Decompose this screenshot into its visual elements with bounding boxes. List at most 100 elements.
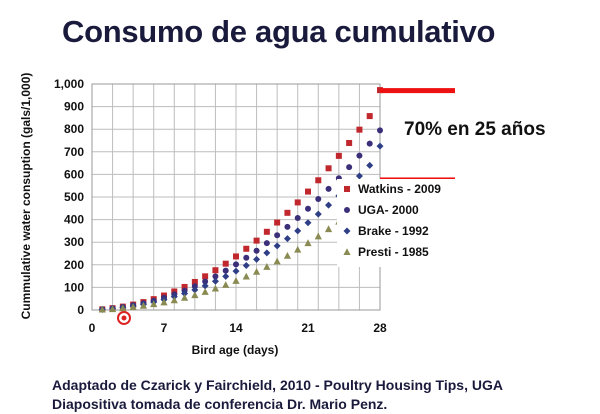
series-3 [98, 179, 384, 313]
data-point [305, 188, 311, 195]
y-tick-label: 900 [64, 100, 84, 114]
callout-text: 70% en 25 años [404, 119, 546, 140]
data-point [211, 277, 219, 285]
data-point [304, 239, 312, 247]
data-point [376, 142, 384, 150]
data-point [273, 242, 281, 250]
legend-marker [344, 207, 350, 213]
data-point [315, 177, 322, 184]
data-point [305, 205, 311, 212]
data-point [325, 185, 332, 192]
data-point [212, 273, 219, 280]
data-point [263, 240, 270, 247]
data-point [263, 249, 271, 257]
data-point [324, 225, 333, 233]
data-point [253, 247, 260, 254]
data-point [263, 263, 271, 270]
y-tick-label: 100 [64, 280, 84, 294]
x-tick-label: 28 [373, 321, 387, 335]
data-point [180, 293, 189, 301]
data-point [191, 283, 198, 290]
data-point [253, 255, 261, 263]
data-point [191, 291, 199, 299]
legend-entry: UGA- 2000 [358, 203, 419, 217]
data-point [294, 215, 301, 222]
data-point [346, 139, 353, 146]
data-point [160, 298, 168, 306]
y-axis-label: Cummulative water consuption (gals/1,000… [19, 73, 33, 320]
y-tick-label: 700 [64, 145, 84, 159]
data-point [314, 232, 322, 240]
x-tick-labels: 0 7 14 21 28 [89, 321, 387, 335]
y-tick-label: 0 [77, 303, 84, 317]
data-point [252, 268, 261, 275]
data-point [191, 278, 198, 285]
y-tick-label: 200 [64, 258, 84, 272]
data-point [366, 161, 374, 169]
x-tick-label: 0 [89, 321, 96, 335]
data-point [242, 272, 250, 280]
data-point [356, 152, 363, 159]
data-point [150, 300, 158, 308]
y-tick-label: 500 [64, 190, 84, 204]
cursor-ring [117, 311, 131, 325]
data-point [284, 209, 291, 216]
data-point [355, 172, 363, 180]
data-point [263, 228, 270, 235]
slide-title: Consumo de agua cumulativo [62, 14, 496, 49]
legend-marker [344, 186, 350, 192]
cursor-dot [121, 315, 127, 321]
data-point [233, 253, 239, 260]
data-point [232, 277, 240, 284]
y-tick-labels: 0 100 200 300 400 500 600 700 800 900 1,000 [54, 77, 84, 317]
data-point [222, 281, 230, 288]
y-tick-label: 300 [64, 235, 84, 249]
data-point [284, 223, 291, 230]
footer-line-1: Adaptado de Czarick y Fairchield, 2010 -… [52, 377, 503, 393]
data-point [335, 152, 342, 159]
data-point [222, 260, 229, 267]
data-point [202, 278, 209, 285]
data-point [294, 227, 302, 235]
y-tick-label: 800 [64, 122, 84, 136]
data-point [315, 196, 322, 203]
data-point [377, 127, 383, 134]
y-tick-label: 400 [64, 213, 84, 227]
data-point [233, 261, 239, 268]
data-point [366, 140, 373, 147]
data-point [242, 261, 250, 269]
data-point [243, 245, 250, 252]
data-point [274, 219, 281, 226]
data-point [222, 272, 230, 280]
data-point [119, 304, 127, 312]
data-point [201, 288, 209, 295]
x-tick-label: 7 [161, 321, 168, 335]
data-point [181, 283, 188, 290]
data-point [283, 251, 292, 259]
data-point [356, 126, 363, 133]
data-point [325, 165, 332, 172]
data-point [232, 267, 240, 275]
data-point [273, 257, 281, 265]
data-point [222, 267, 229, 274]
data-point [314, 210, 322, 218]
data-point [325, 201, 333, 209]
data-point [283, 235, 291, 243]
y-tick-label: 600 [64, 167, 84, 181]
legend-marker [343, 227, 351, 235]
footer-note: Adaptado de Czarick y Fairchield, 2010 -… [52, 376, 503, 414]
highlight-bar-upper [380, 88, 455, 94]
legend-marker [343, 248, 351, 255]
data-point [243, 254, 250, 261]
legend-box [337, 179, 463, 267]
chart-series [98, 87, 384, 314]
data-point [139, 301, 148, 309]
data-point [294, 199, 301, 206]
data-point [98, 305, 106, 313]
footer-line-2: Diapositiva tomada de conferencia Dr. Ma… [52, 396, 388, 412]
data-point [202, 273, 209, 280]
data-point [191, 286, 199, 294]
legend-entry: Watkins - 2009 [358, 182, 441, 196]
legend-entry: Brake - 1992 [358, 224, 429, 238]
